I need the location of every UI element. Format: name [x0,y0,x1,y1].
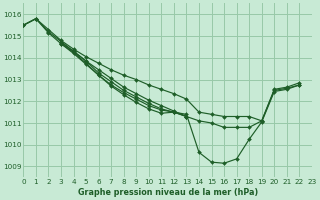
X-axis label: Graphe pression niveau de la mer (hPa): Graphe pression niveau de la mer (hPa) [77,188,258,197]
